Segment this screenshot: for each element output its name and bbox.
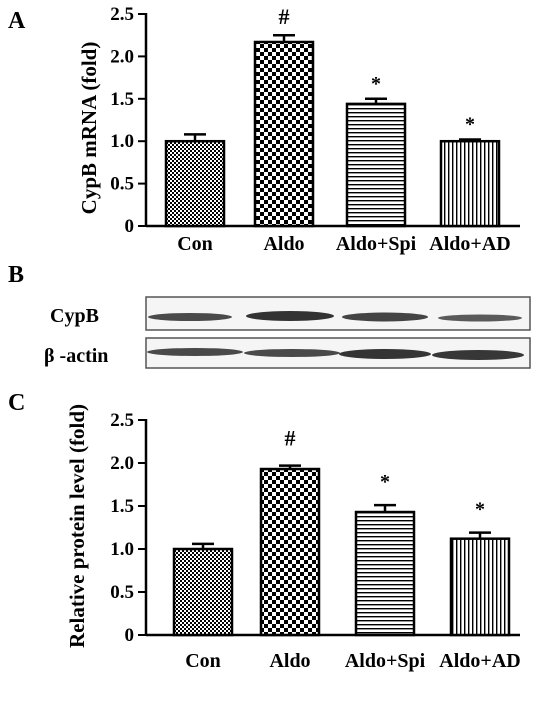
chart-c-y-tick-label: 1.0 bbox=[110, 539, 134, 560]
chart-c-category-label-con: Con bbox=[185, 650, 221, 672]
chart-a-y-tick-label: 2.0 bbox=[110, 46, 134, 67]
chart-c-category-label-aldo: Aldo bbox=[269, 650, 310, 672]
chart-a-bar-aldo-spi bbox=[345, 102, 407, 228]
actin-band-con bbox=[147, 348, 243, 356]
chart-a-bar-aldo-ad bbox=[439, 139, 501, 228]
chart-c-annotation-aldo-spi: * bbox=[380, 471, 390, 493]
chart-a-annotation-aldo: # bbox=[279, 4, 290, 29]
panel-c-letter: C bbox=[8, 390, 25, 416]
chart-c-bar-aldo-ad bbox=[449, 537, 511, 637]
chart-c-category-label-aldo-ad: Aldo+AD bbox=[439, 650, 520, 672]
actin-band-aldo-ad bbox=[432, 350, 524, 360]
blot-label-cypb: CypB bbox=[50, 305, 99, 327]
chart-a-mrna: CypB mRNA (fold) 0 0.5 1.0 1.5 2.0 2.5 # * * Co… bbox=[77, 4, 520, 255]
chart-c-y-tick-label: 0.5 bbox=[110, 582, 134, 603]
chart-c-y-tick-label: 2.5 bbox=[110, 410, 134, 431]
blot-label-beta-actin: β -actin bbox=[44, 345, 108, 367]
cypb-band-aldo-spi bbox=[342, 312, 428, 322]
chart-a-bar-aldo bbox=[253, 40, 315, 228]
blot-strip-cypb bbox=[145, 296, 531, 331]
chart-c-y-tick-label: 0 bbox=[125, 625, 135, 646]
chart-c-protein: Relative protein level (fold) 0 0.5 1.0 1.5… bbox=[65, 404, 521, 672]
actin-band-aldo bbox=[244, 349, 340, 357]
chart-a-annotation-aldo-spi: * bbox=[371, 73, 381, 95]
chart-c-annotation-aldo: # bbox=[285, 426, 296, 451]
blot-strip-beta-actin bbox=[145, 337, 531, 369]
cypb-band-con bbox=[148, 313, 232, 321]
chart-c-bar-aldo bbox=[259, 467, 321, 637]
chart-a-y-tick-label: 1.5 bbox=[110, 89, 134, 110]
panel-b-letter: B bbox=[8, 262, 24, 288]
chart-a-y-tick-label: 1.0 bbox=[110, 131, 134, 152]
chart-a-category-label-aldo-spi: Aldo+Spi bbox=[336, 233, 417, 255]
chart-a-annotation-aldo-ad: * bbox=[465, 114, 475, 136]
chart-a-bar-con bbox=[164, 139, 226, 228]
chart-a-y-axis-label: CypB mRNA (fold) bbox=[77, 42, 101, 215]
chart-a-category-label-aldo-ad: Aldo+AD bbox=[429, 233, 510, 255]
western-blot-panel: CypB β -actin bbox=[44, 296, 531, 369]
chart-a-y-tick-label: 0.5 bbox=[110, 174, 134, 195]
chart-c-y-tick-label: 2.0 bbox=[110, 453, 134, 474]
actin-band-aldo-spi bbox=[339, 349, 431, 359]
chart-a-y-tick-label: 2.5 bbox=[110, 4, 134, 25]
chart-a-y-tick-label: 0 bbox=[125, 216, 135, 237]
cypb-band-aldo bbox=[246, 311, 334, 321]
cypb-band-aldo-ad bbox=[438, 314, 522, 322]
chart-c-annotation-aldo-ad: * bbox=[475, 499, 485, 521]
chart-c-bar-aldo-spi bbox=[354, 510, 416, 637]
chart-c-category-label-aldo-spi: Aldo+Spi bbox=[345, 650, 426, 672]
chart-c-bar-con bbox=[172, 547, 234, 637]
chart-a-category-label-aldo: Aldo bbox=[263, 233, 304, 255]
chart-a-category-label-con: Con bbox=[177, 233, 213, 255]
panel-a-letter: A bbox=[8, 8, 26, 34]
chart-c-y-axis-label: Relative protein level (fold) bbox=[65, 404, 89, 648]
chart-c-y-tick-label: 1.5 bbox=[110, 496, 134, 517]
